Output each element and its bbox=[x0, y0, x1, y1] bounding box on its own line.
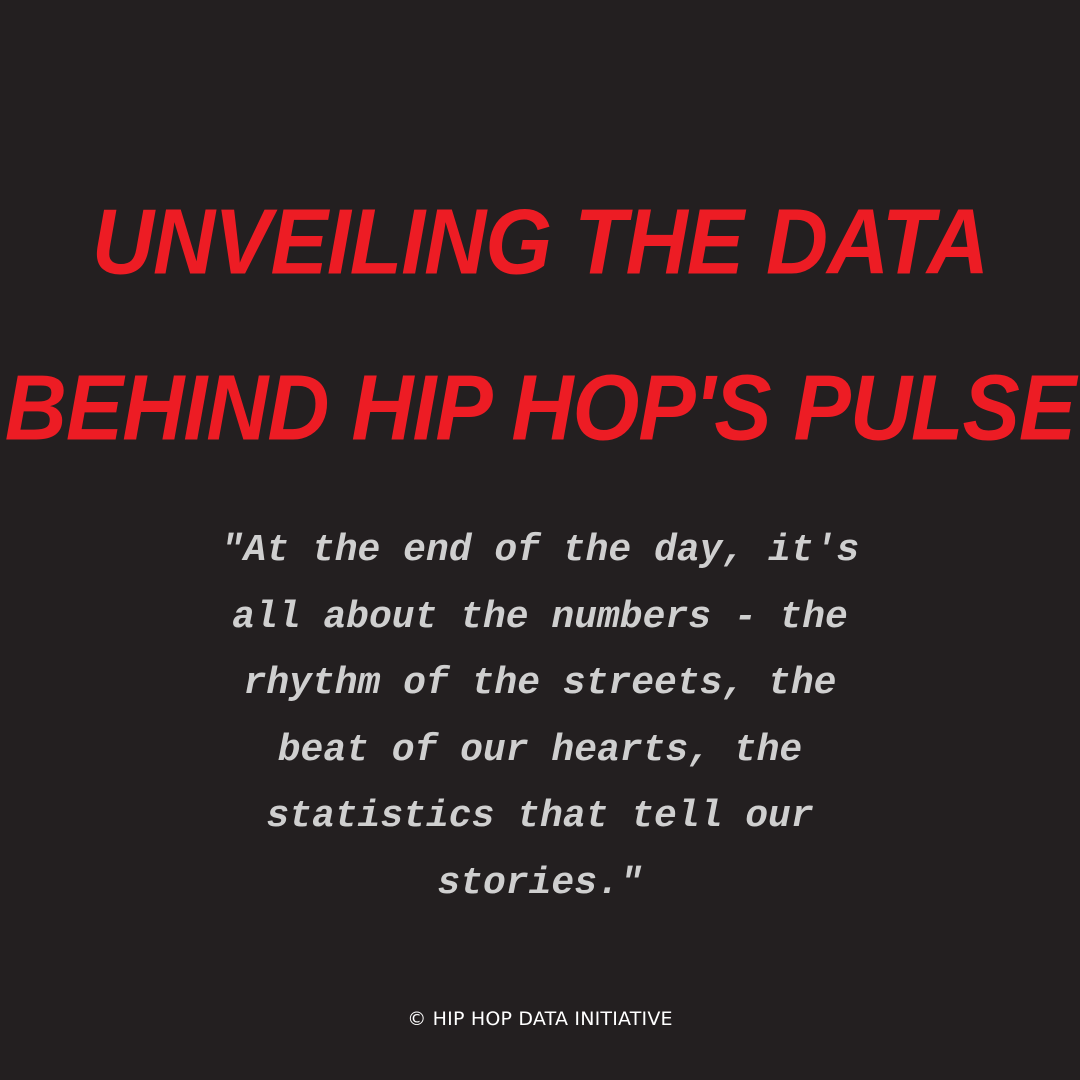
quote-line: all about the numbers - the bbox=[232, 595, 848, 639]
copyright-footer: © HIP HOP DATA INITIATIVE bbox=[407, 1008, 673, 1030]
headline-line-1: Unveiling the data bbox=[91, 190, 989, 294]
quote-line: stories." bbox=[437, 861, 643, 905]
quote-line: rhythm of the streets, the bbox=[243, 662, 837, 705]
quote-text: "At the end of the day, it's all about t… bbox=[90, 518, 990, 917]
quote-line: statistics that tell our bbox=[266, 795, 814, 838]
quote-line: "At the end of the day, it's bbox=[220, 529, 860, 572]
quote-line: beat of our hearts, the bbox=[277, 728, 803, 772]
headline-line-2: behind hip hop's pulse bbox=[4, 356, 1076, 460]
